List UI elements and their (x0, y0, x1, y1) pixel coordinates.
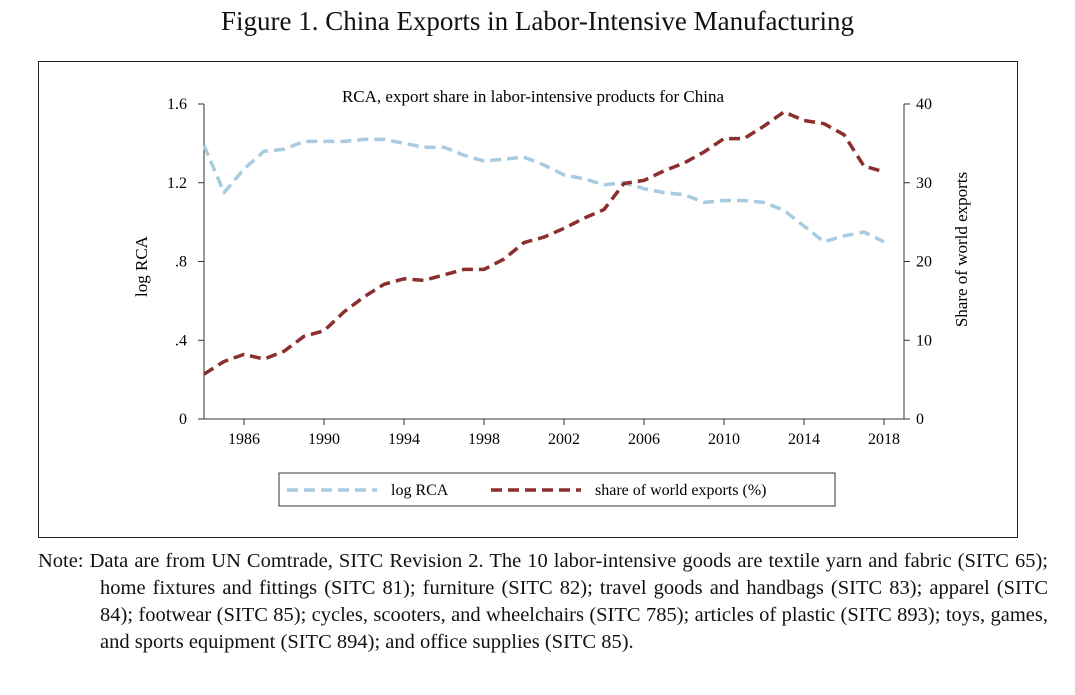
series-line-share-world-exports (203, 110, 885, 376)
note-text: Note: Data are from UN Comtrade, SITC Re… (38, 550, 1048, 653)
y-right-axis-title: Share of world exports (952, 172, 971, 327)
y-left-axis-title: log RCA (132, 235, 151, 297)
x-tick-label: 1998 (468, 431, 500, 448)
figure-note: Note: Data are from UN Comtrade, SITC Re… (38, 548, 1048, 656)
y-left-tick-label: .8 (175, 254, 187, 271)
y-right-tick-label: 20 (916, 254, 932, 271)
series-line-log-rca (202, 137, 885, 244)
x-tick-label: 1990 (308, 431, 340, 448)
x-tick-label: 1986 (228, 431, 260, 448)
chart-frame: RCA, export share in labor-intensive pro… (38, 61, 1018, 538)
y-left-tick-label: 0 (179, 411, 187, 428)
y-left-tick-label: 1.2 (167, 175, 187, 192)
legend-label-log-rca: log RCA (391, 482, 449, 499)
y-right-tick-label: 30 (916, 175, 932, 192)
y-left-tick-label: 1.6 (167, 96, 187, 113)
figure-title: Figure 1. China Exports in Labor-Intensi… (220, 6, 855, 36)
axes: 0 .4 .8 1.2 1.6 0 10 20 30 40 1986 1990 1994 1998 2002… (132, 96, 971, 448)
legend: log RCA share of world exports (%) (278, 472, 836, 507)
x-tick-label: 2018 (868, 431, 900, 448)
chart-title: RCA, export share in labor-intensive pro… (342, 87, 725, 106)
x-tick-label: 2006 (628, 431, 660, 448)
series-layer (202, 110, 885, 376)
x-tick-label: 2010 (708, 431, 740, 448)
x-tick-label: 2002 (548, 431, 580, 448)
chart-svg: RCA, export share in labor-intensive pro… (132, 87, 971, 507)
x-tick-label: 2014 (788, 431, 820, 448)
y-right-tick-label: 0 (916, 411, 924, 428)
x-tick-label: 1994 (388, 431, 420, 448)
legend-label-share-world-exports: share of world exports (%) (595, 482, 767, 499)
legend-box (278, 472, 836, 507)
y-left-tick-label: .4 (175, 332, 187, 349)
y-right-tick-label: 40 (916, 96, 932, 113)
y-right-tick-label: 10 (916, 332, 932, 349)
